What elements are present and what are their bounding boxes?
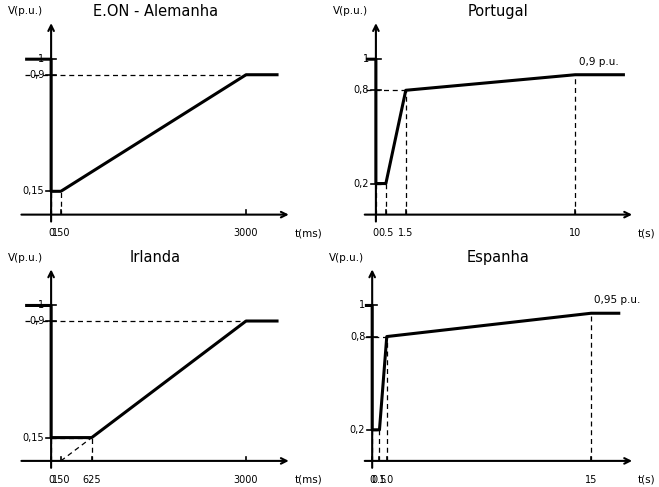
- Text: 625: 625: [82, 474, 101, 485]
- Text: 1.0: 1.0: [379, 474, 394, 485]
- Text: 0,9 p.u.: 0,9 p.u.: [579, 57, 619, 67]
- Text: 1: 1: [38, 54, 44, 64]
- Text: 0.5: 0.5: [378, 228, 393, 238]
- Text: 0,9: 0,9: [29, 70, 44, 80]
- Text: t(ms): t(ms): [295, 474, 322, 485]
- Text: 150: 150: [51, 228, 70, 238]
- Text: 0,8: 0,8: [350, 332, 365, 341]
- Text: 3000: 3000: [234, 474, 258, 485]
- Text: 15: 15: [585, 474, 597, 485]
- Text: t(s): t(s): [638, 228, 655, 238]
- Text: V(p.u.): V(p.u.): [8, 6, 43, 17]
- Text: t(s): t(s): [638, 474, 655, 485]
- Text: 1: 1: [38, 300, 44, 311]
- Text: 3000: 3000: [234, 228, 258, 238]
- Text: 0: 0: [369, 474, 375, 485]
- Text: 0,15: 0,15: [22, 432, 44, 443]
- Text: 0,95 p.u.: 0,95 p.u.: [594, 296, 641, 305]
- Text: 0,9: 0,9: [29, 316, 44, 326]
- Title: Portugal: Portugal: [468, 4, 529, 19]
- Text: 0,15: 0,15: [22, 187, 44, 196]
- Title: Irlanda: Irlanda: [130, 250, 181, 265]
- Title: Espanha: Espanha: [467, 250, 530, 265]
- Text: V(p.u.): V(p.u.): [333, 6, 368, 17]
- Text: 0.5: 0.5: [372, 474, 387, 485]
- Text: 1: 1: [359, 300, 365, 311]
- Text: 10: 10: [569, 228, 581, 238]
- Text: 0: 0: [48, 228, 54, 238]
- Text: 1: 1: [363, 54, 369, 64]
- Text: 0,8: 0,8: [354, 85, 369, 95]
- Text: 1.5: 1.5: [398, 228, 413, 238]
- Text: t(ms): t(ms): [295, 228, 322, 238]
- Text: 150: 150: [51, 474, 70, 485]
- Title: E.ON - Alemanha: E.ON - Alemanha: [92, 4, 217, 19]
- Text: V(p.u.): V(p.u.): [8, 253, 43, 262]
- Text: 0,2: 0,2: [354, 179, 369, 188]
- Text: 0: 0: [48, 474, 54, 485]
- Text: 0,2: 0,2: [350, 425, 365, 435]
- Text: 0: 0: [373, 228, 379, 238]
- Text: V(p.u.): V(p.u.): [329, 253, 364, 262]
